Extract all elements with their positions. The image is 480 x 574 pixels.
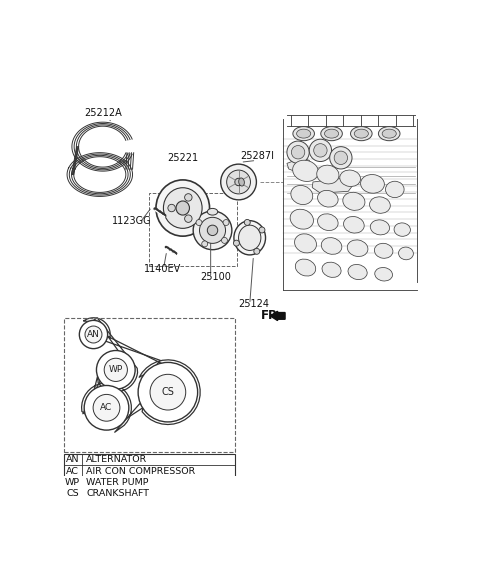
Text: 25124: 25124 (238, 298, 269, 309)
Text: AN: AN (66, 455, 79, 464)
Bar (149, 193, 237, 266)
Ellipse shape (340, 170, 360, 187)
Text: FR.: FR. (261, 309, 283, 323)
Text: 1123GG: 1123GG (112, 216, 152, 226)
Ellipse shape (378, 126, 400, 141)
Circle shape (104, 358, 127, 382)
Circle shape (185, 215, 192, 222)
Ellipse shape (318, 191, 338, 207)
Ellipse shape (317, 165, 339, 184)
Text: CS: CS (66, 489, 79, 498)
Text: 25100: 25100 (200, 272, 231, 282)
Ellipse shape (350, 126, 372, 141)
Circle shape (150, 374, 186, 410)
Ellipse shape (398, 247, 413, 260)
Ellipse shape (235, 179, 242, 186)
Circle shape (314, 144, 327, 157)
Polygon shape (287, 158, 313, 173)
Ellipse shape (297, 129, 311, 138)
Circle shape (93, 394, 120, 421)
Ellipse shape (343, 192, 365, 210)
Ellipse shape (163, 188, 202, 228)
Ellipse shape (344, 216, 364, 233)
Circle shape (330, 146, 352, 169)
Ellipse shape (347, 240, 368, 257)
Ellipse shape (239, 178, 244, 186)
Ellipse shape (221, 164, 256, 200)
Ellipse shape (156, 180, 210, 236)
Text: AC: AC (100, 404, 113, 412)
Ellipse shape (318, 214, 338, 231)
Ellipse shape (321, 126, 342, 141)
Circle shape (207, 225, 218, 235)
Circle shape (309, 139, 332, 161)
Ellipse shape (176, 201, 190, 215)
Ellipse shape (360, 174, 384, 193)
Circle shape (138, 362, 198, 422)
Ellipse shape (324, 129, 338, 138)
Text: 25221: 25221 (167, 153, 198, 164)
Ellipse shape (374, 243, 393, 258)
Ellipse shape (382, 129, 396, 138)
Ellipse shape (321, 238, 342, 254)
Ellipse shape (354, 129, 368, 138)
Text: CRANKSHAFT: CRANKSHAFT (86, 489, 149, 498)
Ellipse shape (290, 210, 313, 229)
Circle shape (96, 351, 135, 389)
Ellipse shape (394, 223, 410, 236)
Ellipse shape (385, 181, 404, 197)
Ellipse shape (295, 259, 316, 276)
Ellipse shape (293, 160, 318, 181)
Circle shape (287, 141, 309, 164)
Text: WP: WP (108, 365, 123, 374)
Text: AIR CON COMPRESSOR: AIR CON COMPRESSOR (86, 467, 195, 475)
Circle shape (84, 386, 129, 430)
Ellipse shape (375, 267, 393, 281)
Circle shape (185, 193, 192, 201)
Ellipse shape (207, 208, 218, 215)
Ellipse shape (227, 170, 251, 194)
Text: 25212A: 25212A (84, 108, 121, 121)
Circle shape (196, 220, 202, 226)
Circle shape (254, 249, 260, 254)
Ellipse shape (234, 220, 265, 255)
Ellipse shape (291, 185, 313, 204)
Bar (64, 318, 235, 452)
Ellipse shape (348, 265, 367, 280)
FancyArrow shape (270, 311, 285, 320)
Circle shape (259, 227, 265, 233)
Circle shape (202, 241, 208, 247)
Text: AN: AN (87, 330, 100, 339)
Ellipse shape (370, 197, 390, 214)
Circle shape (223, 220, 229, 226)
Ellipse shape (295, 234, 316, 253)
Text: CS: CS (161, 387, 174, 397)
Circle shape (193, 211, 232, 250)
Circle shape (334, 151, 348, 165)
Ellipse shape (370, 220, 390, 235)
Ellipse shape (322, 262, 341, 277)
Circle shape (233, 240, 240, 246)
Text: 1140EV: 1140EV (144, 265, 181, 274)
Circle shape (221, 238, 228, 243)
Circle shape (291, 146, 305, 159)
Ellipse shape (293, 126, 314, 141)
Circle shape (85, 326, 102, 343)
Text: 25287I: 25287I (240, 151, 274, 161)
Ellipse shape (239, 225, 261, 250)
Bar (64, 454, 235, 499)
Text: WATER PUMP: WATER PUMP (86, 478, 148, 487)
Circle shape (168, 204, 175, 212)
Text: ALTERNATOR: ALTERNATOR (86, 455, 147, 464)
Circle shape (79, 320, 108, 348)
Text: WP: WP (65, 478, 80, 487)
Polygon shape (312, 179, 354, 193)
Circle shape (200, 218, 226, 243)
Circle shape (244, 219, 250, 226)
Text: AC: AC (66, 467, 79, 475)
